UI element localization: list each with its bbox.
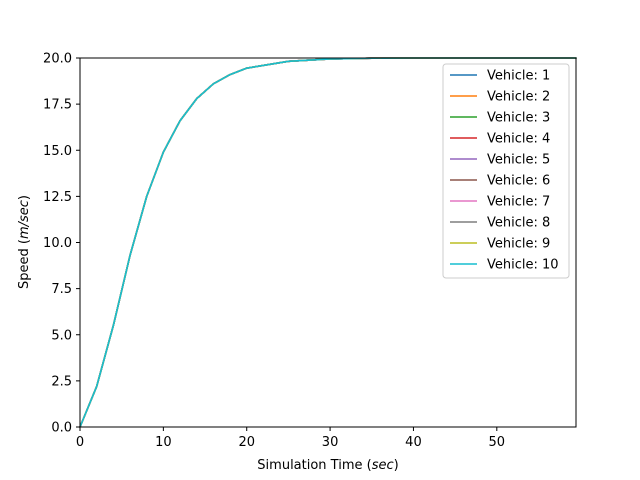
y-axis-ticks: 0.0 2.5 5.0 7.5 10.0 12.5 15.0 17.5 20.0 <box>43 52 80 436</box>
y-tick-label: 5.0 <box>51 328 72 343</box>
legend-label-vehicle-1: Vehicle: 1 <box>487 69 550 84</box>
legend-items: Vehicle: 1 Vehicle: 2 Vehicle: 3 Vehicle: 4… <box>450 69 559 273</box>
legend-label-vehicle-2: Vehicle: 2 <box>487 90 550 105</box>
y-axis-label: Speed (m/sec) <box>17 195 32 289</box>
y-tick-label: 0.0 <box>51 421 72 436</box>
x-tick-label: 40 <box>405 435 422 450</box>
legend: Vehicle: 1 Vehicle: 2 Vehicle: 3 Vehicle: 4… <box>442 63 570 279</box>
x-axis-label-prefix: Simulation Time ( <box>257 458 371 473</box>
x-tick-label: 30 <box>322 435 339 450</box>
y-tick-label: 2.5 <box>51 374 72 389</box>
y-tick-label: 17.5 <box>43 98 72 113</box>
x-tick-label: 50 <box>489 435 506 450</box>
x-tick-label: 0 <box>76 435 84 450</box>
y-axis-label-unit: m/sec <box>17 200 32 239</box>
x-axis-label-unit: sec <box>372 458 394 473</box>
x-axis-ticks: 0 10 20 30 40 50 <box>76 427 505 450</box>
y-tick-label: 7.5 <box>51 282 72 297</box>
y-tick-label: 10.0 <box>43 236 72 251</box>
legend-label-vehicle-6: Vehicle: 6 <box>487 174 550 189</box>
y-tick-label: 15.0 <box>43 144 72 159</box>
x-axis-label-suffix: ) <box>394 458 399 473</box>
legend-label-vehicle-9: Vehicle: 9 <box>487 237 550 252</box>
legend-label-vehicle-7: Vehicle: 7 <box>487 195 550 210</box>
legend-label-vehicle-8: Vehicle: 8 <box>487 216 550 231</box>
legend-label-vehicle-5: Vehicle: 5 <box>487 153 550 168</box>
y-axis-label-suffix: ) <box>17 195 32 200</box>
x-axis-label: Simulation Time (sec) <box>257 458 398 473</box>
x-tick-label: 20 <box>238 435 255 450</box>
y-axis-label-prefix: Speed ( <box>17 239 32 289</box>
legend-label-vehicle-10: Vehicle: 10 <box>487 258 559 273</box>
x-tick-label: 10 <box>155 435 172 450</box>
legend-label-vehicle-4: Vehicle: 4 <box>487 132 550 147</box>
legend-label-vehicle-3: Vehicle: 3 <box>487 111 550 126</box>
y-tick-label: 12.5 <box>43 190 72 205</box>
y-tick-label: 20.0 <box>43 52 72 67</box>
